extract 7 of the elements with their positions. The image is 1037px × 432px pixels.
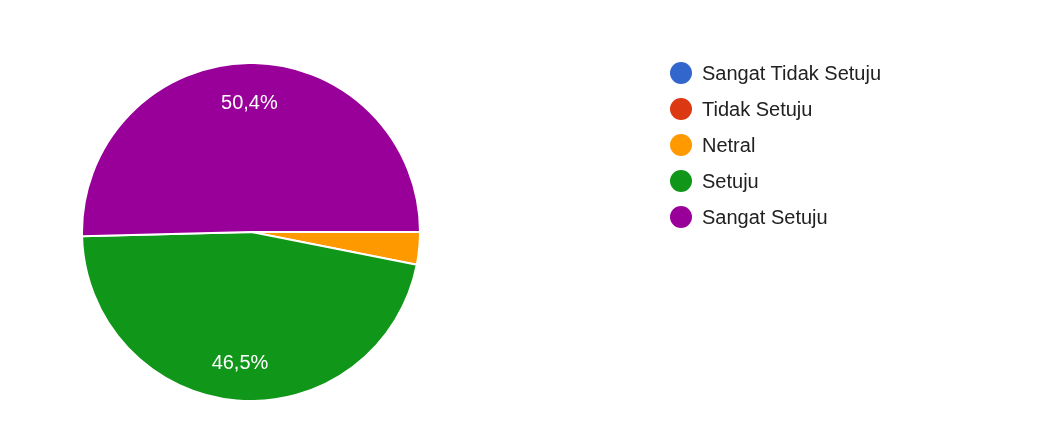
data-label: 50,4% bbox=[221, 90, 278, 113]
legend-label: Sangat Tidak Setuju bbox=[702, 62, 882, 84]
legend-label: Tidak Setuju bbox=[702, 98, 813, 120]
legend-label: Netral bbox=[702, 134, 756, 156]
legend-label: Setuju bbox=[702, 170, 759, 192]
legend-label: Sangat Setuju bbox=[702, 206, 828, 228]
data-label: 46,5% bbox=[211, 350, 269, 373]
